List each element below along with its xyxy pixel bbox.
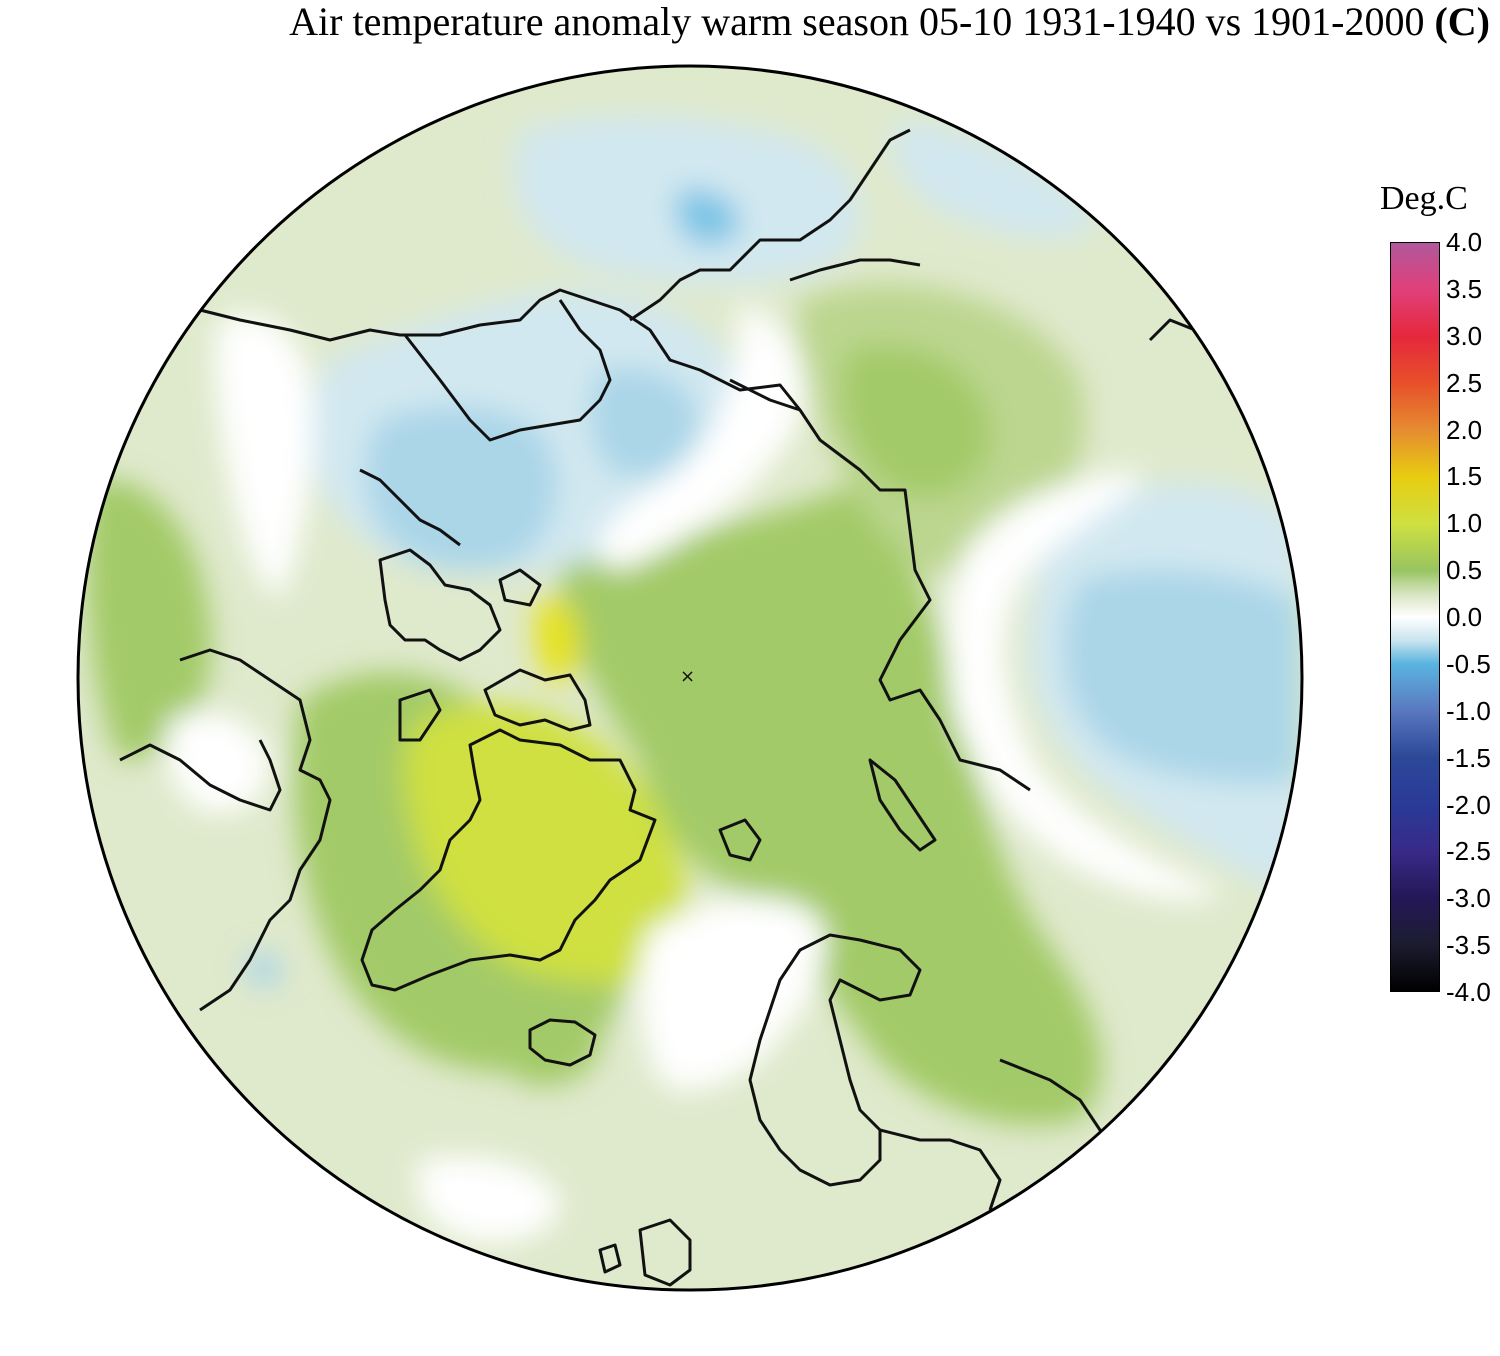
hudson-bay-coast: [119, 739, 282, 812]
novaya-zemlya-coast: [868, 758, 937, 852]
legend-tick-label: 3.0: [1446, 320, 1483, 351]
legend: Deg.C 4.0 3.5 3.0 2.5 2.0 1.5 1.0 0.5 0.0 -0.5 -1.…: [1370, 180, 1500, 1220]
coastlines: [119, 128, 1297, 1287]
chukotka-coast: [629, 128, 921, 322]
field-region-blue-bering: [675, 189, 740, 245]
svalbard-coast: [718, 818, 762, 862]
legend-tick-label: -3.5: [1446, 930, 1491, 961]
legend-tick-label: -0.5: [1446, 648, 1491, 679]
field-region-green-arctic: [560, 480, 1102, 1126]
uk-coast: [598, 1218, 692, 1287]
field-region-white-pacific-band: [598, 300, 806, 570]
field-region-blue-alaska: [365, 406, 558, 570]
field-region-yellow-ellesmere: [534, 597, 580, 683]
anomaly-field: ×: [78, 66, 1302, 1290]
field-region-green-west: [86, 478, 212, 760]
siberia-coast: [729, 378, 1031, 792]
legend-tick-label: -2.5: [1446, 836, 1491, 867]
field-region-lightblue-japan: [892, 120, 1100, 239]
polar-anomaly-map: ×: [76, 64, 1304, 1292]
north-pole-marker: ×: [680, 666, 695, 687]
legend-tick-label: -4.0: [1446, 977, 1491, 1007]
legend-tick-label: 0.5: [1446, 555, 1483, 586]
alaska-coast: [403, 299, 612, 442]
field-region-white-hudson: [166, 712, 270, 813]
map-title-unit: (C): [1434, 0, 1490, 44]
field-region-blue-chukchi: [589, 367, 700, 478]
legend-tick-label: 1.0: [1446, 508, 1483, 539]
scandinavia-coast: [748, 933, 922, 1187]
legend-colorbar: [1390, 242, 1440, 992]
legend-tick-label: 2.5: [1446, 367, 1483, 398]
field-region-blue-east: [1063, 569, 1300, 784]
greenland-coast: [360, 728, 657, 992]
iceland-coast: [528, 1018, 597, 1067]
legend-tick-label: -1.5: [1446, 742, 1491, 773]
field-region-white-north-atlantic: [417, 1156, 560, 1243]
legend-tick-label: 0.0: [1446, 602, 1483, 632]
field-region-white-canada-west: [215, 313, 313, 600]
legend-tick-label: -2.0: [1446, 789, 1491, 820]
field-region-blue-labrador: [245, 952, 282, 987]
legend-tick-label: 3.5: [1446, 273, 1483, 304]
arctic-archipelago-coast: [378, 548, 542, 742]
legend-tick-label: 4.0: [1446, 227, 1483, 257]
ellesmere-coast: [483, 668, 592, 732]
map-border: [76, 64, 1304, 1292]
field-region-green-siberia-core: [841, 345, 991, 497]
legend-title: Deg.C: [1380, 180, 1468, 217]
north-america-coast: [179, 288, 802, 1012]
field-region-white-atlantic: [639, 897, 826, 1091]
map-title-text: Air temperature anomaly warm season 05-1…: [289, 0, 1435, 44]
legend-tick-label: -3.0: [1446, 883, 1491, 914]
legend-tick-label: -1.0: [1446, 695, 1491, 726]
map-title: Air temperature anomaly warm season 05-1…: [0, 0, 1490, 44]
legend-tick-label: 1.5: [1446, 461, 1483, 492]
legend-tick-label: 2.0: [1446, 414, 1483, 445]
field-region-white-east-band: [947, 470, 1220, 901]
